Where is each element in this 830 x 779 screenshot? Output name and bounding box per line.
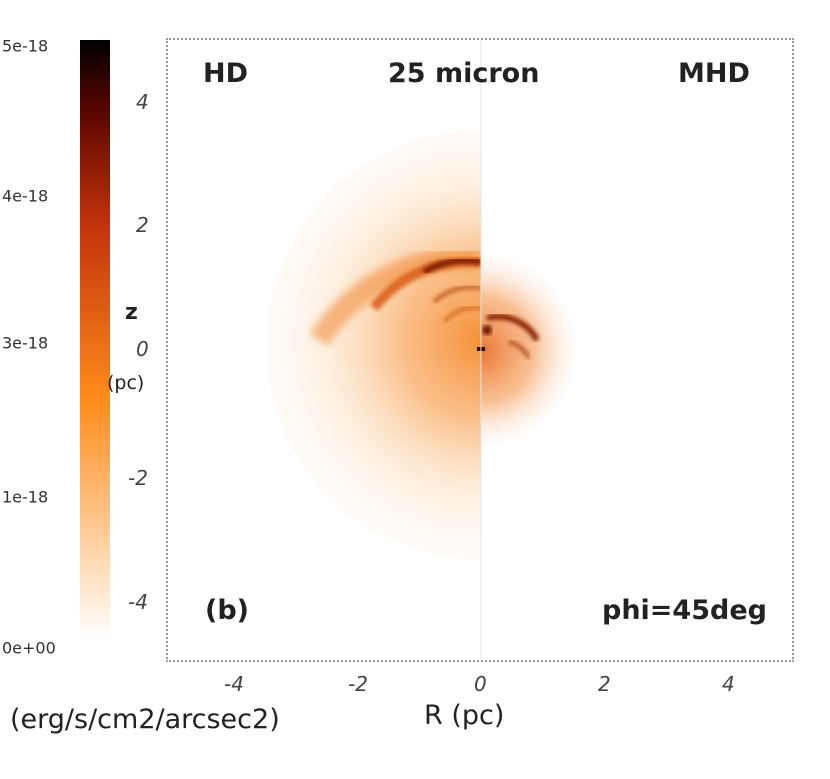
colorbar: 5e-18 4e-18 3e-18 1e-18 0e+00 — [0, 0, 160, 700]
y-axis-label-z: z — [125, 300, 138, 325]
x-tick-neg2: -2 — [348, 672, 368, 696]
y-tick-4: 4 — [136, 90, 149, 114]
x-tick-2: 2 — [598, 672, 611, 696]
chart-title: 25 micron — [388, 58, 540, 89]
x-tick-neg4: -4 — [224, 672, 244, 696]
y-tick-neg4: -4 — [128, 590, 148, 614]
colorbar-tick-4e-18: 4e-18 — [2, 186, 49, 206]
colorbar-tick-3e-18: 3e-18 — [2, 333, 49, 353]
panel-label-b: (b) — [205, 595, 250, 626]
colorbar-tick-5e-18: 5e-18 — [2, 36, 49, 56]
y-axis-label-unit: (pc) — [107, 372, 145, 394]
hd-label: HD — [203, 58, 249, 89]
y-tick-2: 2 — [136, 213, 149, 237]
y-tick-neg2: -2 — [128, 466, 148, 490]
angle-label: phi=45deg — [602, 595, 767, 626]
colorbar-unit-label: (erg/s/cm2/arcsec2) — [10, 704, 280, 735]
y-tick-0: 0 — [136, 337, 149, 361]
x-axis-label: R (pc) — [424, 700, 505, 731]
mhd-label: MHD — [678, 58, 750, 89]
x-tick-4: 4 — [722, 672, 735, 696]
colorbar-tick-1e-18: 1e-18 — [2, 487, 49, 507]
colorbar-gradient — [80, 40, 110, 640]
plot-frame — [166, 38, 794, 662]
heatmap-image — [266, 40, 576, 660]
colorbar-tick-0e+00: 0e+00 — [2, 638, 56, 658]
mhd-emission — [481, 255, 576, 445]
hd-emission — [266, 130, 481, 560]
x-tick-0: 0 — [474, 672, 487, 696]
